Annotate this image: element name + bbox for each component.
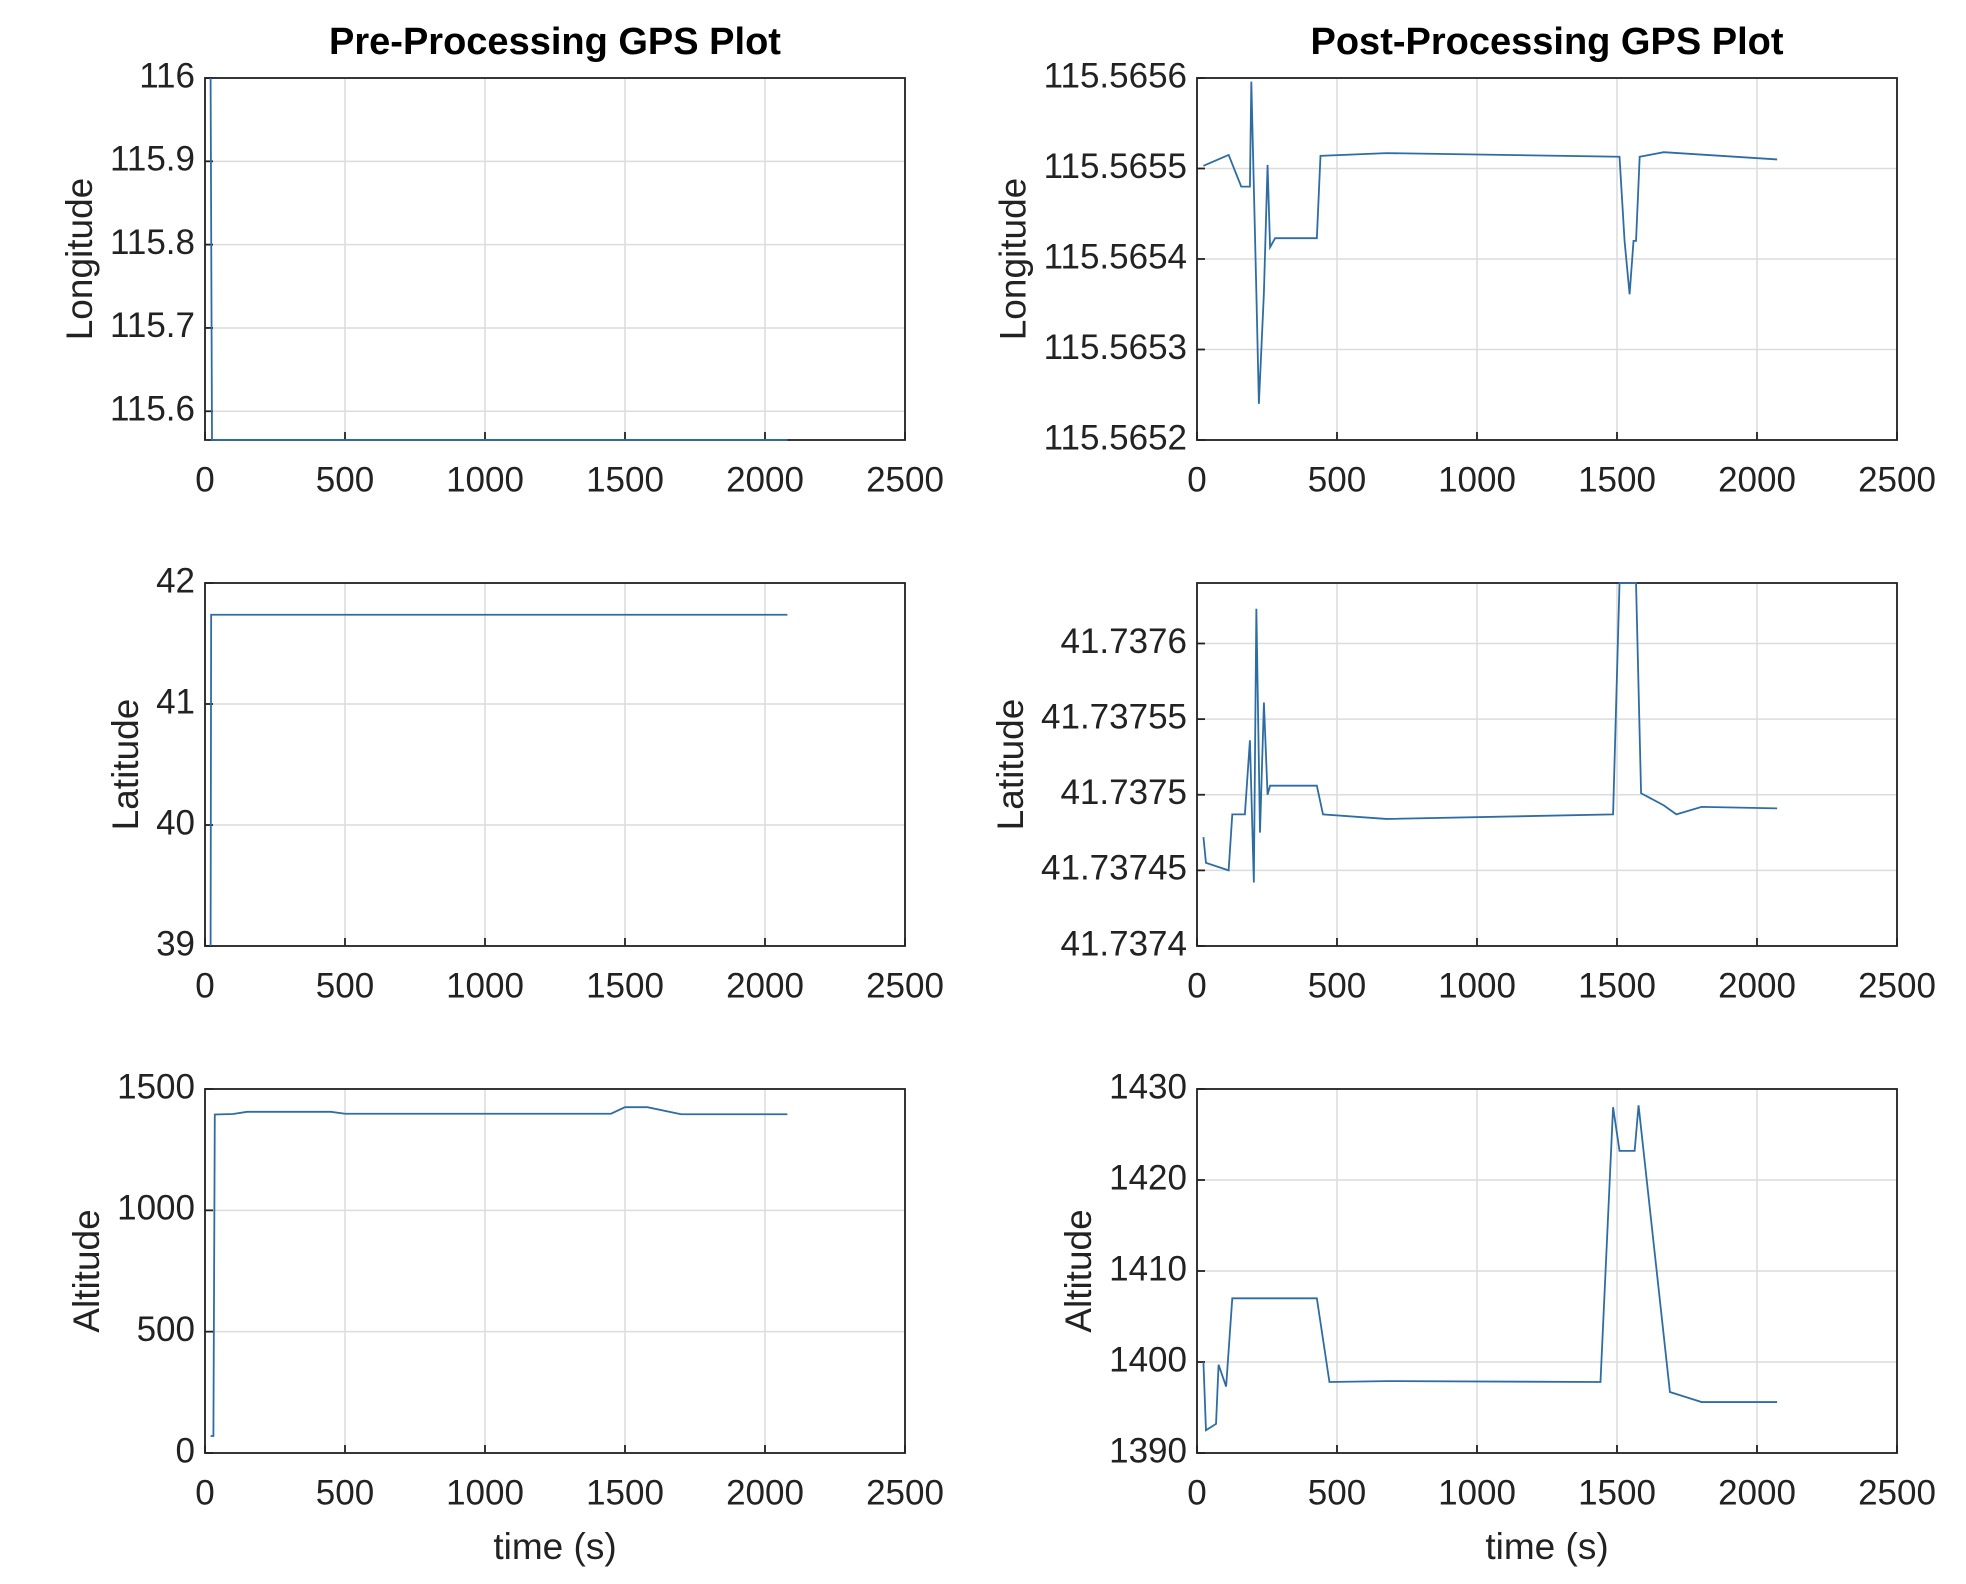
x-tick-label: 500 xyxy=(1308,460,1366,499)
y-tick-label: 41 xyxy=(156,682,195,721)
x-tick-label: 2500 xyxy=(1858,1473,1936,1512)
y-tick-label: 1410 xyxy=(1109,1249,1187,1288)
x-tick-label: 2500 xyxy=(1858,460,1936,499)
x-tick-label: 500 xyxy=(1308,1473,1366,1512)
x-tick-label: 1500 xyxy=(1578,966,1656,1005)
data-line xyxy=(210,1106,788,1437)
x-tick-label: 2500 xyxy=(1858,966,1936,1005)
x-axis-label: time (s) xyxy=(493,1526,616,1567)
x-tick-label: 2000 xyxy=(1718,1473,1796,1512)
x-tick-label: 2000 xyxy=(726,966,804,1005)
x-tick-label: 0 xyxy=(1187,460,1206,499)
subplot: 0 500 1000 1500 2000 2500 39 40 41 42 Latitude xyxy=(105,561,944,1005)
x-tick-label: 500 xyxy=(316,460,374,499)
y-tick-label: 115.5653 xyxy=(1044,328,1187,367)
y-tick-label: 41.7375 xyxy=(1060,773,1187,812)
x-tick-label: 500 xyxy=(1308,966,1366,1005)
y-axis-label: Longitude xyxy=(59,178,100,341)
x-axis-label: time (s) xyxy=(1485,1526,1608,1567)
y-tick-label: 41.7376 xyxy=(1060,622,1187,661)
y-tick-label: 41.73755 xyxy=(1041,697,1187,736)
x-tick-label: 1500 xyxy=(586,966,664,1005)
x-tick-label: 0 xyxy=(1187,1473,1206,1512)
y-axis-label: Altitude xyxy=(1058,1209,1099,1332)
y-tick-label: 116 xyxy=(139,56,195,95)
x-tick-label: 1000 xyxy=(446,460,524,499)
x-tick-label: 1000 xyxy=(446,1473,524,1512)
chart-title: Pre-Processing GPS Plot xyxy=(329,21,781,63)
y-tick-label: 1430 xyxy=(1109,1067,1187,1106)
y-tick-label: 0 xyxy=(176,1431,195,1470)
x-tick-label: 1500 xyxy=(586,1473,664,1512)
y-tick-label: 115.9 xyxy=(110,140,195,179)
data-line xyxy=(1202,1105,1778,1432)
y-axis-label: Latitude xyxy=(105,699,146,831)
data-line xyxy=(1203,81,1778,404)
x-tick-label: 1000 xyxy=(1438,1473,1516,1512)
y-tick-label: 1420 xyxy=(1109,1158,1187,1197)
y-tick-label: 500 xyxy=(137,1310,195,1349)
y-tick-label: 115.5655 xyxy=(1044,147,1187,186)
data-line xyxy=(209,613,788,947)
y-tick-label: 115.5656 xyxy=(1044,56,1187,95)
y-tick-label: 42 xyxy=(156,561,195,600)
y-tick-label: 115.6 xyxy=(110,390,195,429)
x-tick-label: 2500 xyxy=(866,966,944,1005)
y-tick-label: 115.5652 xyxy=(1044,418,1187,457)
y-tick-label: 115.5654 xyxy=(1044,237,1187,276)
y-tick-label: 39 xyxy=(156,924,195,963)
y-tick-label: 40 xyxy=(156,803,195,842)
y-tick-label: 115.7 xyxy=(110,306,195,345)
y-axis-label: Longitude xyxy=(992,178,1033,341)
x-tick-label: 2500 xyxy=(866,1473,944,1512)
y-tick-label: 115.8 xyxy=(110,223,195,262)
subplot: 0 500 1000 1500 2000 2500 0 500 1000 1500 Altitude… xyxy=(66,1067,944,1567)
x-tick-label: 0 xyxy=(195,1473,214,1512)
y-tick-label: 1000 xyxy=(117,1189,195,1228)
x-tick-label: 0 xyxy=(195,460,214,499)
x-tick-label: 1500 xyxy=(1578,1473,1656,1512)
axes-frame xyxy=(204,582,906,947)
y-tick-label: 1500 xyxy=(117,1067,195,1106)
x-tick-label: 0 xyxy=(1187,966,1206,1005)
x-tick-label: 500 xyxy=(316,966,374,1005)
x-tick-label: 1500 xyxy=(586,460,664,499)
data-line xyxy=(1202,582,1778,883)
chart-title: Post-Processing GPS Plot xyxy=(1311,21,1784,63)
y-tick-label: 1390 xyxy=(1109,1431,1187,1470)
subplot: 0 500 1000 1500 2000 2500 41.7374 41.73745 41.73… xyxy=(990,582,1936,1005)
x-tick-label: 0 xyxy=(195,966,214,1005)
axes-frame xyxy=(1196,1088,1898,1454)
data-line xyxy=(209,77,788,441)
x-tick-label: 1500 xyxy=(1578,460,1656,499)
axes-frame xyxy=(204,77,906,441)
y-axis-label: Altitude xyxy=(66,1209,107,1332)
x-tick-label: 2000 xyxy=(726,1473,804,1512)
y-tick-label: 1400 xyxy=(1109,1340,1187,1379)
x-tick-label: 1000 xyxy=(1438,460,1516,499)
y-tick-label: 41.73745 xyxy=(1041,849,1187,888)
axes-frame xyxy=(204,1088,906,1454)
x-tick-label: 2000 xyxy=(726,460,804,499)
x-tick-label: 1000 xyxy=(446,966,524,1005)
subplot: 0 500 1000 1500 2000 2500 115.5652 115.5653 115.… xyxy=(992,21,1936,499)
y-axis-label: Latitude xyxy=(990,699,1031,831)
axes-frame xyxy=(1196,77,1898,441)
x-tick-label: 500 xyxy=(316,1473,374,1512)
subplot: 0 500 1000 1500 2000 2500 1390 1400 1410 1420 1430… xyxy=(1058,1067,1936,1567)
x-tick-label: 2000 xyxy=(1718,966,1796,1005)
axes-frame xyxy=(1196,582,1898,947)
subplot: 0 500 1000 1500 2000 2500 115.6 115.7 115.8 115.9… xyxy=(59,21,944,499)
x-tick-label: 2500 xyxy=(866,460,944,499)
x-tick-label: 2000 xyxy=(1718,460,1796,499)
x-tick-label: 1000 xyxy=(1438,966,1516,1005)
y-tick-label: 41.7374 xyxy=(1060,924,1187,963)
